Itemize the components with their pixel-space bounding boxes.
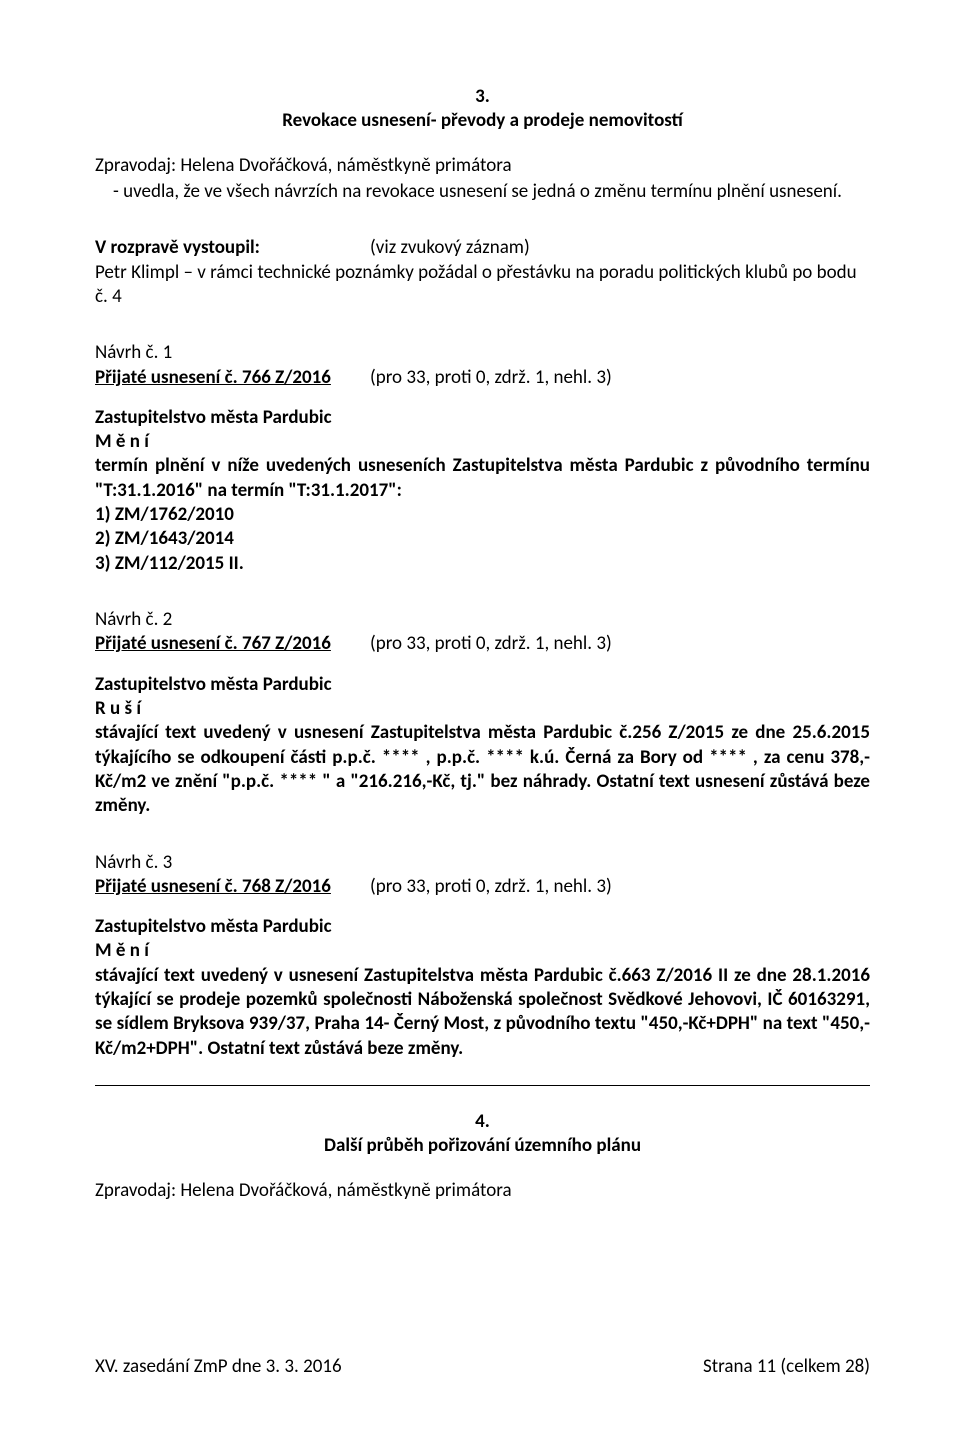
prijate-label: Přijaté usnesení č. 767 Z/2016: [95, 632, 370, 656]
zpravodaj-label: Zpravodaj:: [95, 154, 176, 177]
section-number: 4.: [95, 1110, 870, 1134]
zpravodaj-label: Zpravodaj:: [95, 1179, 176, 1202]
list-item-3: 3) ZM/112/2015 II.: [95, 552, 870, 576]
section-title: Revokace usnesení- převody a prodeje nem…: [95, 109, 870, 133]
rozprava-note: (viz zvukový záznam): [370, 236, 870, 260]
navrh-1: Návrh č. 1 Přijaté usnesení č. 766 Z/201…: [95, 341, 870, 576]
list-item-2: 2) ZM/1643/2014: [95, 527, 870, 551]
body-text: stávající text uvedený v usnesení Zastup…: [95, 721, 870, 818]
footer-right: Strana 11 (celkem 28): [703, 1355, 870, 1379]
body-text: stávající text uvedený v usnesení Zastup…: [95, 964, 870, 1061]
navrh-2: Návrh č. 2 Přijaté usnesení č. 767 Z/201…: [95, 608, 870, 819]
vote-result: (pro 33, proti 0, zdrž. 1, nehl. 3): [370, 632, 870, 656]
prijate-label: Přijaté usnesení č. 768 Z/2016: [95, 875, 370, 899]
rozprava-label: V rozpravě vystoupil:: [95, 236, 370, 260]
zpravodaj-block: Zpravodaj: Helena Dvořáčková, náměstkyně…: [95, 154, 870, 205]
zpravodaj-name: Helena Dvořáčková, náměstkyně primátora: [180, 154, 511, 177]
navrh-label: Návrh č. 3: [95, 851, 870, 875]
navrh-3: Návrh č. 3 Přijaté usnesení č. 768 Z/201…: [95, 851, 870, 1062]
navrh-label: Návrh č. 1: [95, 341, 870, 365]
body-text: termín plnění v níže uvedených usneseníc…: [95, 454, 870, 503]
zastupitelstvo: Zastupitelstvo města Pardubic: [95, 406, 870, 430]
footer-left: XV. zasedání ZmP dne 3. 3. 2016: [95, 1355, 342, 1379]
zastupitelstvo: Zastupitelstvo města Pardubic: [95, 915, 870, 939]
zpravodaj-block-2: Zpravodaj: Helena Dvořáčková, náměstkyně…: [95, 1179, 870, 1203]
vote-result: (pro 33, proti 0, zdrž. 1, nehl. 3): [370, 366, 870, 390]
page-footer: XV. zasedání ZmP dne 3. 3. 2016 Strana 1…: [95, 1355, 870, 1379]
section-number: 3.: [95, 85, 870, 109]
list-item-1: 1) ZM/1762/2010: [95, 503, 870, 527]
meni: M ě n í: [95, 939, 870, 963]
divider: [95, 1085, 870, 1086]
rozprava-text: Petr Klimpl – v rámci technické poznámky…: [95, 261, 870, 310]
zastupitelstvo: Zastupitelstvo města Pardubic: [95, 673, 870, 697]
meni: M ě n í: [95, 430, 870, 454]
prijate-label: Přijaté usnesení č. 766 Z/2016: [95, 366, 370, 390]
zpravodaj-bullet: uvedla, že ve všech návrzích na revokace…: [95, 180, 870, 204]
rusi: R u š í: [95, 697, 870, 721]
zpravodaj-name: Helena Dvořáčková, náměstkyně primátora: [180, 1179, 511, 1202]
navrh-label: Návrh č. 2: [95, 608, 870, 632]
section-title: Další průběh pořizování územního plánu: [95, 1134, 870, 1158]
vote-result: (pro 33, proti 0, zdrž. 1, nehl. 3): [370, 875, 870, 899]
rozprava-block: V rozpravě vystoupil: (viz zvukový zázna…: [95, 236, 870, 309]
